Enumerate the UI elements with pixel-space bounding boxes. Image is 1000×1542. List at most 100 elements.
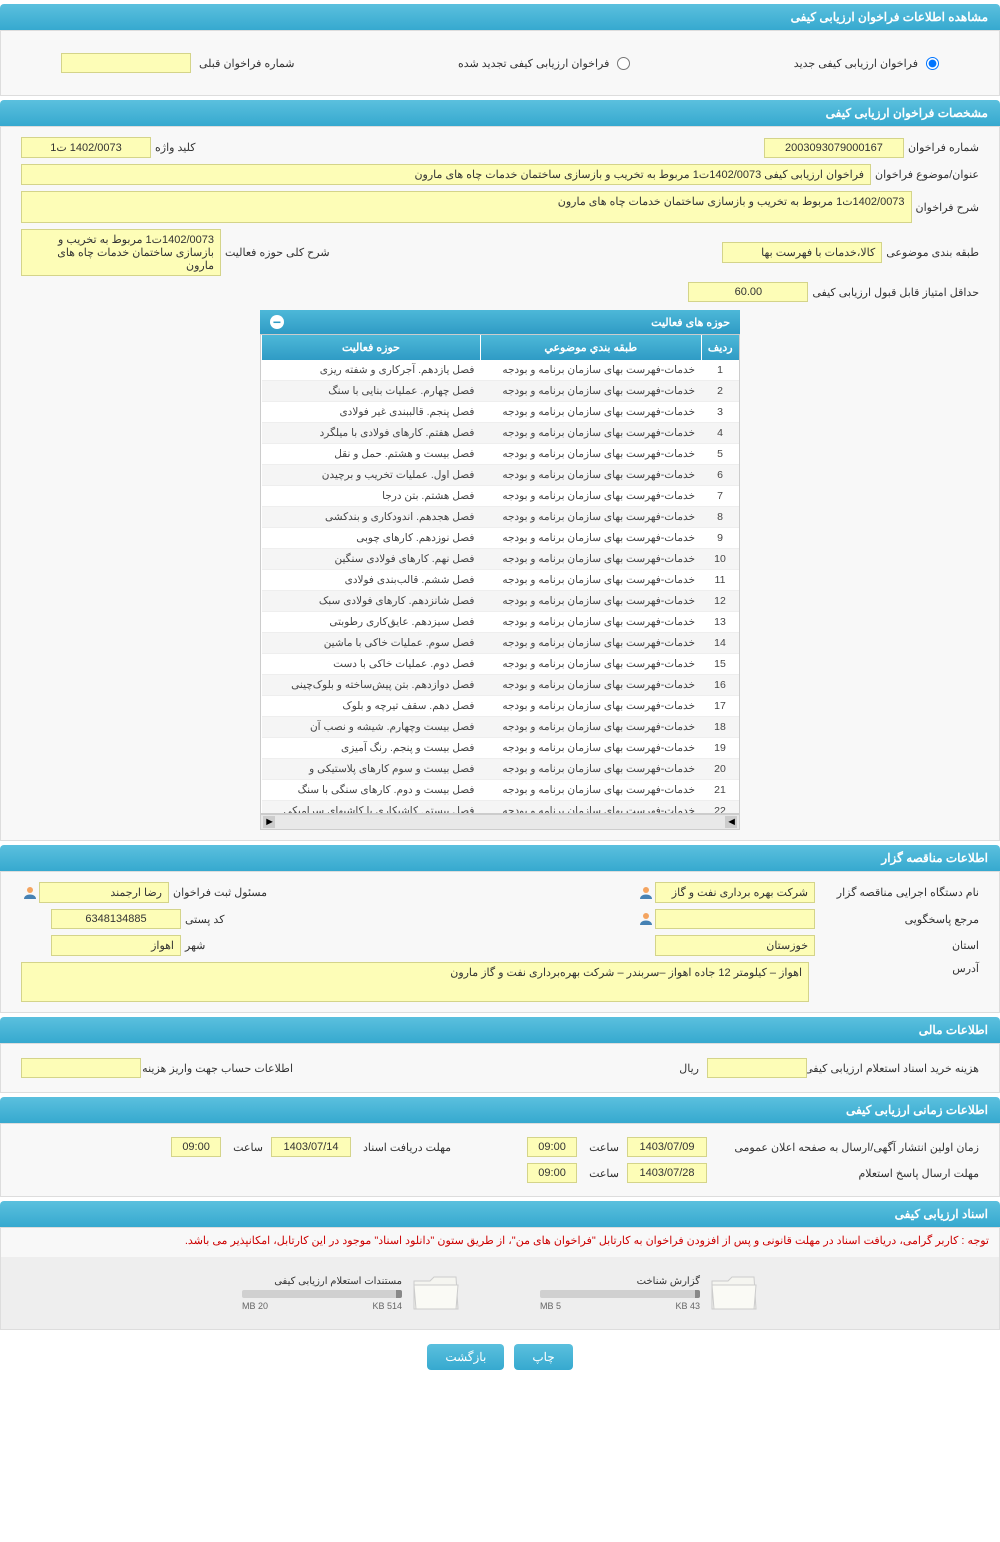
- title-value: فراخوان ارزیابی کیفی 1402/0073ت1 مربوط ب…: [21, 164, 871, 185]
- scroll-right-icon[interactable]: ►: [263, 816, 275, 828]
- cell-scope: فصل هجدهم. اندودکاری و بندکشی: [262, 507, 481, 528]
- city-label: شهر: [185, 939, 205, 952]
- activities-scroll[interactable]: ردیف طبقه بندي موضوعي حوزه فعالیت 1خدمات…: [260, 334, 740, 814]
- cell-scope: فصل سوم. عملیات خاکی با ماشین: [262, 633, 481, 654]
- cell-row: 15: [701, 654, 739, 675]
- table-row: 11خدمات-فهرست بهای سازمان برنامه و بودجه…: [262, 570, 740, 591]
- cell-scope: فصل دوم. عملیات خاکی با دست: [262, 654, 481, 675]
- warning-text: توجه : کاربر گرامی، دریافت اسناد در مهلت…: [1, 1228, 999, 1253]
- category-label: طبقه بندی موضوعی: [886, 246, 979, 259]
- table-row: 20خدمات-فهرست بهای سازمان برنامه و بودجه…: [262, 759, 740, 780]
- spec-section: شماره فراخوان 2003093079000167 کلید واژه…: [0, 126, 1000, 841]
- table-row: 3خدمات-فهرست بهای سازمان برنامه و بودجهف…: [262, 402, 740, 423]
- scope-value: 1402/0073ت1 مربوط به تخریب و بازسازی ساخ…: [21, 229, 221, 276]
- keyword-value: 1402/0073 ت1: [21, 137, 151, 158]
- pub-label: زمان اولین انتشار آگهی/ارسال به صفحه اعل…: [719, 1141, 979, 1154]
- tender-section: نام دستگاه اجرایی مناقصه گزار شرکت بهره …: [0, 871, 1000, 1013]
- col-category: طبقه بندي موضوعي: [480, 335, 701, 360]
- cell-scope: فصل هفتم. کارهای فولادی با میلگرد: [262, 423, 481, 444]
- user-icon[interactable]: [637, 910, 655, 928]
- scroll-left-icon[interactable]: ◄: [725, 816, 737, 828]
- radio-new[interactable]: [926, 57, 939, 70]
- doc2-max: 20 MB: [242, 1301, 268, 1311]
- cell-category: خدمات-فهرست بهای سازمان برنامه و بودجه: [480, 528, 701, 549]
- cell-row: 8: [701, 507, 739, 528]
- title-label: عنوان/موضوع فراخوان: [875, 168, 979, 181]
- cell-category: خدمات-فهرست بهای سازمان برنامه و بودجه: [480, 591, 701, 612]
- horizontal-scrollbar[interactable]: ◄ ►: [260, 814, 740, 830]
- tender-header: اطلاعات مناقصه گزار: [0, 845, 1000, 871]
- table-row: 1خدمات-فهرست بهای سازمان برنامه و بودجهف…: [262, 360, 740, 381]
- cell-category: خدمات-فهرست بهای سازمان برنامه و بودجه: [480, 759, 701, 780]
- table-row: 16خدمات-فهرست بهای سازمان برنامه و بودجه…: [262, 675, 740, 696]
- cell-scope: فصل پنجم. قالببندی غیر فولادی: [262, 402, 481, 423]
- deadline-date: 1403/07/14: [271, 1137, 351, 1157]
- responder-value: [655, 909, 815, 929]
- cell-category: خدمات-فهرست بهای سازمان برنامه و بودجه: [480, 381, 701, 402]
- time-header: اطلاعات زمانی ارزیابی کیفی: [0, 1097, 1000, 1123]
- postal-label: کد پستی: [185, 913, 224, 926]
- cell-scope: فصل بیست وچهارم. شیشه و نصب آن: [262, 717, 481, 738]
- cell-category: خدمات-فهرست بهای سازمان برنامه و بودجه: [480, 801, 701, 815]
- cell-category: خدمات-فهرست بهای سازمان برنامه و بودجه: [480, 360, 701, 381]
- docs-header: اسناد ارزیابی کیفی: [0, 1201, 1000, 1227]
- activities-panel: حوزه های فعالیت − ردیف طبقه بندي موضوعي …: [260, 310, 740, 830]
- table-row: 19خدمات-فهرست بهای سازمان برنامه و بودجه…: [262, 738, 740, 759]
- table-row: 17خدمات-فهرست بهای سازمان برنامه و بودجه…: [262, 696, 740, 717]
- cell-category: خدمات-فهرست بهای سازمان برنامه و بودجه: [480, 633, 701, 654]
- cell-scope: فصل بیست و پنجم. رنگ آمیزی: [262, 738, 481, 759]
- cell-row: 1: [701, 360, 739, 381]
- cell-row: 21: [701, 780, 739, 801]
- cell-category: خدمات-فهرست بهای سازمان برنامه و بودجه: [480, 402, 701, 423]
- reply-date: 1403/07/28: [627, 1163, 707, 1183]
- user-icon[interactable]: [637, 884, 655, 902]
- collapse-icon[interactable]: −: [270, 315, 284, 329]
- deadline-time: 09:00: [171, 1137, 221, 1157]
- org-label: نام دستگاه اجرایی مناقصه گزار: [819, 886, 979, 899]
- folder-icon: [710, 1273, 758, 1313]
- keyword-label: کلید واژه: [155, 141, 195, 154]
- score-value: 60.00: [688, 282, 808, 302]
- cell-scope: فصل نهم. کارهای فولادی سنگین: [262, 549, 481, 570]
- cell-row: 19: [701, 738, 739, 759]
- cell-scope: فصل بیست و سوم کارهای پلاستیکی و: [262, 759, 481, 780]
- cell-row: 17: [701, 696, 739, 717]
- cell-category: خدمات-فهرست بهای سازمان برنامه و بودجه: [480, 465, 701, 486]
- user-icon[interactable]: [21, 884, 39, 902]
- back-button[interactable]: بازگشت: [427, 1344, 504, 1370]
- account-value: [21, 1058, 141, 1078]
- doc-item-1[interactable]: گزارش شناخت 43 KB5 MB: [540, 1273, 758, 1313]
- cell-row: 5: [701, 444, 739, 465]
- col-scope: حوزه فعالیت: [262, 335, 481, 360]
- cell-scope: فصل هشتم. بتن درجا: [262, 486, 481, 507]
- table-row: 10خدمات-فهرست بهای سازمان برنامه و بودجه…: [262, 549, 740, 570]
- main-header: مشاهده اطلاعات فراخوان ارزیابی کیفی: [0, 4, 1000, 30]
- hour-label: ساعت: [589, 1141, 619, 1154]
- cell-category: خدمات-فهرست بهای سازمان برنامه و بودجه: [480, 423, 701, 444]
- cell-scope: فصل چهارم. عملیات بنایی با سنگ: [262, 381, 481, 402]
- radio-renewed[interactable]: [617, 57, 630, 70]
- doc-item-2[interactable]: مستندات استعلام ارزیابی کیفی 514 KB20 MB: [242, 1273, 460, 1313]
- print-button[interactable]: چاپ: [514, 1344, 572, 1370]
- cell-scope: فصل بیست و هشتم. حمل و نقل: [262, 444, 481, 465]
- cell-row: 13: [701, 612, 739, 633]
- cell-row: 4: [701, 423, 739, 444]
- cell-category: خدمات-فهرست بهای سازمان برنامه و بودجه: [480, 486, 701, 507]
- doc1-title: گزارش شناخت: [540, 1276, 700, 1287]
- address-value: اهواز – کیلومتر 12 جاده اهواز –سربندر – …: [21, 962, 809, 1002]
- address-label: آدرس: [819, 962, 979, 975]
- org-value: شرکت بهره برداری نفت و گاز: [655, 882, 815, 903]
- folder-icon: [412, 1273, 460, 1313]
- doc2-title: مستندات استعلام ارزیابی کیفی: [242, 1276, 402, 1287]
- province-value: خوزستان: [655, 935, 815, 956]
- cell-row: 9: [701, 528, 739, 549]
- cell-category: خدمات-فهرست بهای سازمان برنامه و بودجه: [480, 570, 701, 591]
- registrar-label: مسئول ثبت فراخوان: [173, 886, 267, 899]
- doc1-size: 43 KB: [675, 1301, 700, 1311]
- table-row: 12خدمات-فهرست بهای سازمان برنامه و بودجه…: [262, 591, 740, 612]
- category-value: کالا،خدمات با فهرست بها: [722, 242, 882, 263]
- finance-header: اطلاعات مالی: [0, 1017, 1000, 1043]
- cell-category: خدمات-فهرست بهای سازمان برنامه و بودجه: [480, 507, 701, 528]
- desc-value: 1402/0073ت1 مربوط به تخریب و بازسازی ساخ…: [21, 191, 912, 223]
- cell-row: 3: [701, 402, 739, 423]
